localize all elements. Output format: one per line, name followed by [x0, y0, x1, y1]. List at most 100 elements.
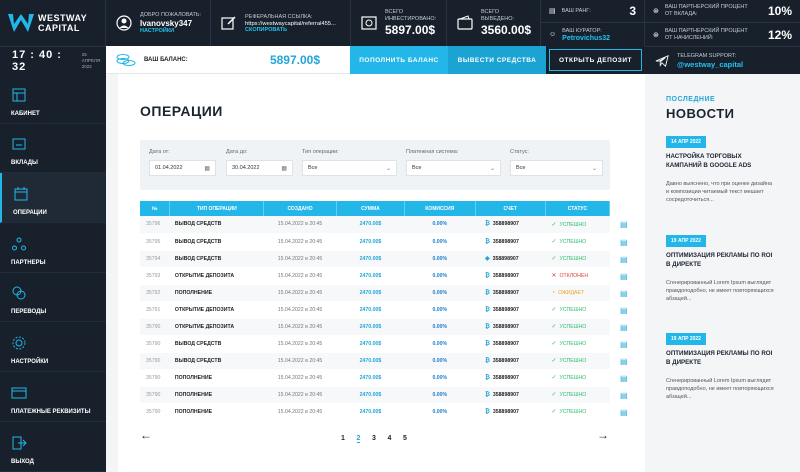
row-account: ₿ 358898907: [475, 369, 546, 387]
comment-icon[interactable]: ▤: [619, 220, 628, 229]
telegram-handle[interactable]: @westway_capital: [677, 59, 744, 69]
status-text: УСПЕШНО: [559, 392, 587, 398]
status-select[interactable]: Все ⌄: [510, 160, 603, 176]
copy-link[interactable]: СКОПИРОВАТЬ: [245, 26, 288, 33]
table-row[interactable]: 35792 ПОПОЛНЕНИЕ 15.04.2022 в 20:45 2470.00…: [140, 284, 628, 302]
prev-page-arrow[interactable]: ←: [140, 428, 152, 442]
sidebar-item-label: НАСТРОЙКИ: [11, 359, 49, 366]
news-card-text: Сгенерированный Lorem Ipsum выглядит пра…: [666, 378, 774, 400]
status-text: УСПЕШНО: [559, 358, 587, 364]
row-date: 15.04.2022 в 20:45: [263, 301, 337, 319]
page-1[interactable]: 1: [341, 435, 345, 442]
news-card[interactable]: 19 АПР 2022 ОПТИМИЗАЦИЯ РЕКЛАМЫ ПО ROI В …: [666, 333, 786, 413]
sidebar-item-2[interactable]: ОПЕРАЦИИ: [0, 173, 106, 224]
row-date: 15.04.2022 в 20:45: [263, 403, 337, 421]
page-4[interactable]: 4: [387, 435, 392, 442]
logo-icon: [8, 14, 34, 32]
comment-icon[interactable]: ▤: [619, 390, 628, 400]
news-card[interactable]: 14 АПР 2022 НАСТРОЙКА ТОРГОВЫХ КАМПАНИЙ В…: [666, 136, 786, 216]
telegram-support[interactable]: TELEGRAM SUPPORT: @westway_capital: [645, 46, 800, 74]
comment-icon[interactable]: ▤: [619, 407, 628, 417]
news-card-title[interactable]: НАСТРОЙКА ТОРГОВЫХ КАМПАНИЙ В GOOGLE ADS: [666, 153, 752, 169]
status-icon: ◔: [551, 289, 556, 296]
page-3[interactable]: 3: [372, 435, 376, 442]
row-account: ₿ 358898907: [475, 216, 546, 234]
settings-link[interactable]: НАСТРОЙКИ: [140, 28, 175, 34]
sidebar-item-5[interactable]: НАСТРОЙКИ: [0, 322, 106, 373]
news-card-title[interactable]: ОПТИМИЗАЦИЯ РЕКЛАМЫ ПО ROI В ДИРЕКТЕ: [666, 252, 773, 268]
sidebar-item-3[interactable]: ПАРТНЕРЫ: [0, 223, 106, 273]
table-row[interactable]: 35796 ВЫВОД СРЕДСТВ 15.04.2022 в 20:45 2470…: [140, 216, 628, 234]
date-from-field[interactable]: 01.04.2022 ▦: [149, 160, 216, 176]
row-account: ₿ 358898907: [475, 318, 546, 336]
system-label: Платежная система:: [406, 149, 459, 155]
comment-icon[interactable]: ▤: [619, 322, 628, 332]
table-row[interactable]: 35793 ОТКРЫТИЕ ДЕПОЗИТА 15.04.2022 в 20:45…: [140, 267, 628, 285]
comment-icon[interactable]: ▤: [619, 237, 628, 247]
withdraw-button[interactable]: ВЫВЕСТИ СРЕДСТВА: [448, 46, 546, 74]
invested-value: 5897.00$: [385, 23, 436, 37]
comment-icon[interactable]: ▤: [619, 271, 628, 281]
table-row[interactable]: 35794 ВЫВОД СРЕДСТВ 15.04.2022 в 20:45 2470…: [140, 250, 628, 268]
table-row[interactable]: 35790 ПОПОЛНЕНИЕ 15.04.2022 в 20:45 2470.00…: [140, 386, 628, 404]
rank-curator-block: ▤ ВАШ РАНГ: 3 ☺ ВАШ КУРАТОР: Petrovichus3…: [541, 0, 645, 46]
row-fee: 0.00%: [404, 267, 476, 285]
type-select[interactable]: Все ⌄: [302, 160, 397, 176]
comment-icon[interactable]: ▤: [619, 254, 628, 264]
row-type: ВЫВОД СРЕДСТВ: [169, 335, 264, 353]
table-row[interactable]: 35790 ПОПОЛНЕНИЕ 15.04.2022 в 20:45 2470.00…: [140, 403, 628, 421]
comment-icon[interactable]: ▤: [619, 373, 628, 383]
open-deposit-button[interactable]: ОТКРЫТЬ ДЕПОЗИТ: [546, 46, 645, 74]
next-page-arrow[interactable]: →: [597, 428, 609, 442]
page-5[interactable]: 5: [403, 435, 407, 442]
sidebar-item-0[interactable]: КАБИНЕТ: [0, 74, 106, 124]
row-account: ₿ 358898907: [475, 352, 546, 370]
table-row[interactable]: 35790 ПОПОЛНЕНИЕ 15.04.2022 в 20:45 2470.00…: [140, 369, 628, 387]
row-status: ✓ УСПЕШНО ▤: [545, 352, 628, 370]
date-to-field[interactable]: 30.04.2022 ▦: [226, 160, 293, 176]
row-date: 15.04.2022 в 20:45: [263, 369, 337, 387]
row-account: ◆ 358898907: [475, 250, 546, 268]
comment-icon[interactable]: ▤: [619, 305, 628, 315]
row-date: 15.04.2022 в 20:45: [263, 216, 337, 234]
chevron-down-icon: ⌄: [385, 165, 391, 172]
system-select[interactable]: Все ⌄: [406, 160, 501, 176]
comment-icon[interactable]: ▤: [619, 339, 628, 349]
deposits-icon: [12, 138, 26, 150]
logo[interactable]: WESTWAY CAPITAL: [0, 0, 106, 46]
row-status: ✓ УСПЕШНО ▤: [545, 386, 628, 404]
row-fee: 0.00%: [404, 216, 476, 234]
page-2[interactable]: 2: [356, 435, 361, 443]
row-fee: 0.00%: [404, 369, 476, 387]
wallet-icon: [457, 15, 473, 30]
ref-label: РЕФЕРАЛЬНАЯ ССЫЛКА:: [245, 13, 313, 20]
row-fee: 0.00%: [404, 233, 476, 251]
sidebar-item-1[interactable]: ВКЛАДЫ: [0, 124, 106, 174]
column-header: ТИП ОПЕРАЦИИ: [169, 201, 265, 216]
curator-label: ВАШ КУРАТОР:: [562, 27, 602, 34]
row-account: ₿ 358898907: [475, 403, 546, 421]
table-row[interactable]: 35790 ОТКРЫТИЕ ДЕПОЗИТА 15.04.2022 в 20:45…: [140, 318, 628, 336]
news-card[interactable]: 19 АПР 2022 ОПТИМИЗАЦИЯ РЕКЛАМЫ ПО ROI В …: [666, 235, 786, 315]
row-number: 35790: [140, 335, 170, 353]
status-text: УСПЕШНО: [559, 324, 587, 330]
balance-label: ВАШ БАЛАНС:: [144, 56, 188, 63]
invested-block: ВСЕГО ИНВЕСТИРОВАНО: 5897.00$: [351, 0, 447, 46]
status-icon: ✕: [551, 273, 557, 279]
table-row[interactable]: 35790 ВЫВОД СРЕДСТВ 15.04.2022 в 20:45 2470…: [140, 352, 628, 370]
curator-value[interactable]: Petrovichus32: [562, 34, 611, 42]
table-row[interactable]: 35790 ВЫВОД СРЕДСТВ 15.04.2022 в 20:45 2470…: [140, 335, 628, 353]
accrual-pct: 12%: [767, 27, 792, 42]
sidebar-item-6[interactable]: ПЛАТЕЖНЫЕ РЕКВИЗИТЫ: [0, 372, 106, 422]
sidebar-item-4[interactable]: ПЕРЕВОДЫ: [0, 273, 106, 323]
sidebar-item-7[interactable]: ВЫХОД: [0, 422, 106, 472]
table-row[interactable]: 35795 ВЫВОД СРЕДСТВ 15.04.2022 в 20:45 2470…: [140, 233, 628, 251]
comment-icon[interactable]: ▤: [619, 356, 628, 366]
topup-button[interactable]: ПОПОЛНИТЬ БАЛАНС: [350, 46, 448, 74]
comment-icon[interactable]: ▤: [619, 288, 628, 298]
row-date: 15.04.2022 в 20:45: [263, 267, 337, 285]
table-row[interactable]: 35791 ОТКРЫТИЕ ДЕПОЗИТА 15.04.2022 в 20:45…: [140, 301, 628, 319]
deposit-pct-label: ВАШ ПАРТНЕРСКИЙ ПРОЦЕНТ ОТ ВКЛАДА:: [664, 4, 748, 17]
row-number: 35790: [140, 369, 170, 387]
news-card-title[interactable]: ОПТИМИЗАЦИЯ РЕКЛАМЫ ПО ROI В ДИРЕКТЕ: [666, 350, 773, 366]
